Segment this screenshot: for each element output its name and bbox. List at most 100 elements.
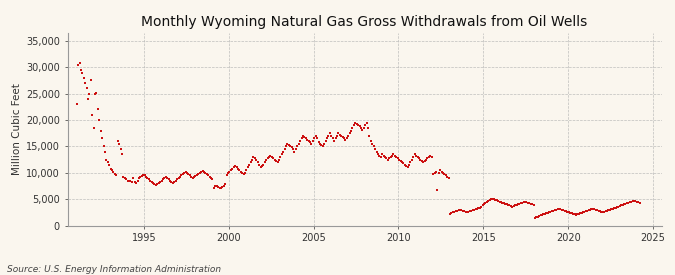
Point	[562, 210, 573, 214]
Point	[454, 207, 465, 212]
Point	[286, 145, 297, 150]
Point	[200, 170, 211, 175]
Point	[240, 170, 250, 175]
Point	[95, 128, 106, 133]
Point	[306, 142, 317, 146]
Point	[383, 157, 394, 162]
Point	[506, 204, 516, 208]
Point	[412, 155, 423, 159]
Point	[108, 169, 119, 174]
Point	[82, 97, 93, 101]
Point	[392, 156, 403, 160]
Point	[617, 203, 628, 207]
Point	[460, 210, 471, 214]
Point	[223, 170, 234, 175]
Point	[543, 210, 554, 214]
Point	[335, 134, 346, 138]
Point	[317, 144, 328, 148]
Point	[524, 201, 535, 205]
Point	[545, 210, 556, 214]
Point	[299, 135, 310, 139]
Point	[414, 156, 425, 160]
Point	[385, 155, 396, 159]
Point	[225, 168, 236, 172]
Point	[339, 136, 350, 141]
Point	[94, 118, 105, 122]
Point	[476, 204, 487, 209]
Point	[448, 210, 458, 214]
Point	[113, 142, 124, 146]
Point	[246, 157, 257, 162]
Point	[351, 122, 362, 127]
Point	[618, 202, 629, 207]
Point	[178, 172, 188, 176]
Point	[325, 131, 335, 135]
Point	[592, 208, 603, 212]
Point	[537, 213, 547, 217]
Point	[209, 185, 219, 190]
Point	[132, 178, 143, 183]
Point	[248, 155, 259, 159]
Point	[561, 209, 572, 213]
Point	[275, 155, 286, 159]
Point	[278, 150, 289, 154]
Point	[107, 168, 117, 172]
Point	[201, 172, 212, 176]
Point	[303, 139, 314, 143]
Point	[489, 197, 500, 201]
Point	[170, 178, 181, 183]
Point	[539, 212, 550, 216]
Point	[521, 200, 532, 205]
Point	[245, 160, 256, 164]
Point	[517, 201, 528, 205]
Point	[157, 177, 168, 181]
Point	[290, 147, 301, 151]
Point	[507, 204, 518, 209]
Point	[433, 170, 444, 175]
Point	[463, 210, 474, 214]
Point	[586, 207, 597, 211]
Point	[589, 207, 599, 211]
Point	[190, 174, 201, 178]
Point	[373, 152, 383, 156]
Point	[126, 180, 137, 185]
Point	[542, 211, 553, 215]
Point	[388, 152, 399, 156]
Point	[520, 200, 531, 204]
Point	[541, 211, 551, 216]
Point	[118, 175, 129, 179]
Point	[288, 147, 298, 151]
Point	[408, 155, 418, 159]
Point	[361, 120, 372, 125]
Point	[211, 184, 222, 188]
Point	[427, 155, 437, 159]
Point	[130, 180, 140, 185]
Point	[516, 201, 526, 205]
Point	[631, 200, 642, 204]
Point	[151, 183, 161, 188]
Point	[78, 76, 89, 80]
Point	[319, 142, 329, 146]
Point	[315, 142, 325, 146]
Point	[101, 157, 112, 162]
Point	[565, 211, 576, 215]
Point	[284, 143, 294, 147]
Point	[462, 210, 472, 214]
Point	[354, 124, 365, 128]
Point	[555, 207, 566, 211]
Point	[112, 139, 123, 143]
Point	[103, 160, 113, 164]
Point	[398, 161, 409, 166]
Point	[428, 172, 439, 176]
Point	[119, 176, 130, 180]
Point	[596, 210, 607, 214]
Point	[580, 209, 591, 213]
Point	[242, 165, 253, 170]
Point	[401, 164, 412, 169]
Point	[610, 205, 621, 210]
Point	[117, 152, 128, 156]
Point	[171, 177, 182, 181]
Point	[626, 200, 637, 204]
Point	[371, 150, 382, 154]
Point	[391, 155, 402, 159]
